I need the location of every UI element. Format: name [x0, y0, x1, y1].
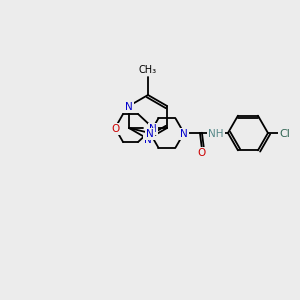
- Text: N: N: [125, 102, 133, 112]
- Text: CH₃: CH₃: [139, 65, 157, 75]
- Text: O: O: [111, 124, 119, 134]
- Text: N: N: [180, 129, 188, 139]
- Text: N: N: [144, 135, 152, 145]
- Text: O: O: [198, 148, 206, 158]
- Text: Cl: Cl: [280, 129, 290, 139]
- Text: N: N: [149, 124, 157, 134]
- Text: NH: NH: [208, 129, 224, 139]
- Text: N: N: [146, 129, 154, 139]
